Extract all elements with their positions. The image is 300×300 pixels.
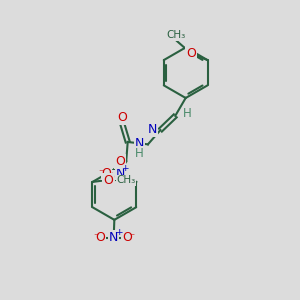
Text: O: O bbox=[122, 231, 132, 244]
Text: O: O bbox=[96, 231, 106, 244]
Text: N: N bbox=[116, 167, 125, 179]
Text: H: H bbox=[183, 107, 192, 120]
Text: ⁻: ⁻ bbox=[129, 233, 134, 243]
Text: O: O bbox=[105, 171, 115, 184]
Text: N: N bbox=[109, 231, 119, 244]
Text: O: O bbox=[117, 111, 127, 124]
Text: CH₃: CH₃ bbox=[116, 176, 136, 185]
Text: O: O bbox=[186, 47, 196, 60]
Text: +: + bbox=[121, 164, 129, 173]
Text: N: N bbox=[147, 123, 157, 136]
Text: CH₃: CH₃ bbox=[167, 30, 186, 40]
Text: N: N bbox=[135, 137, 144, 150]
Text: ⁻: ⁻ bbox=[93, 233, 98, 243]
Text: O: O bbox=[115, 154, 125, 168]
Text: +: + bbox=[115, 228, 122, 237]
Text: O: O bbox=[103, 174, 113, 187]
Text: H: H bbox=[135, 147, 144, 160]
Text: O: O bbox=[102, 167, 111, 179]
Text: ⁻: ⁻ bbox=[99, 168, 104, 178]
